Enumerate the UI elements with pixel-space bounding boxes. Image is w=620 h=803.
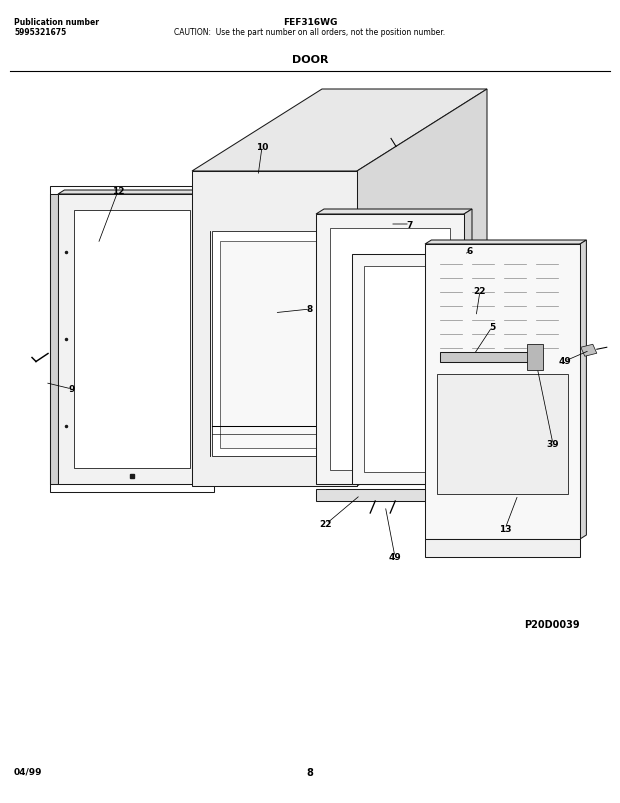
- Text: 9: 9: [69, 385, 75, 394]
- Polygon shape: [437, 374, 568, 495]
- Text: 13: 13: [498, 525, 511, 534]
- Text: 04/99: 04/99: [14, 767, 43, 776]
- Polygon shape: [192, 90, 487, 172]
- Text: 22: 22: [320, 520, 332, 529]
- Text: FEF316WG: FEF316WG: [283, 18, 337, 27]
- Text: 5995321675: 5995321675: [14, 28, 66, 37]
- Polygon shape: [364, 267, 470, 472]
- Text: Publication number: Publication number: [14, 18, 99, 27]
- Polygon shape: [220, 242, 329, 448]
- Text: 6: 6: [467, 247, 473, 256]
- Polygon shape: [58, 191, 213, 195]
- Text: CAUTION:  Use the part number on all orders, not the position number.: CAUTION: Use the part number on all orde…: [174, 28, 446, 37]
- Polygon shape: [330, 229, 450, 471]
- Polygon shape: [357, 90, 487, 487]
- Text: eReplacementParts.com: eReplacementParts.com: [242, 405, 378, 414]
- Polygon shape: [425, 241, 587, 245]
- Text: 39: 39: [547, 440, 559, 449]
- Text: 22: 22: [474, 287, 486, 296]
- Text: 49: 49: [559, 357, 572, 366]
- Polygon shape: [527, 344, 543, 370]
- Polygon shape: [192, 172, 357, 487]
- Polygon shape: [316, 210, 472, 214]
- Text: 8: 8: [307, 305, 313, 314]
- Text: 12: 12: [112, 187, 124, 196]
- Polygon shape: [425, 245, 580, 540]
- Text: 49: 49: [389, 552, 401, 562]
- Polygon shape: [58, 195, 206, 484]
- Polygon shape: [425, 540, 580, 557]
- Text: 5: 5: [489, 323, 495, 332]
- Polygon shape: [50, 195, 58, 484]
- Text: 8: 8: [306, 767, 314, 777]
- Polygon shape: [316, 214, 464, 484]
- Polygon shape: [316, 489, 464, 501]
- Polygon shape: [581, 344, 597, 357]
- Polygon shape: [352, 255, 482, 484]
- Polygon shape: [464, 210, 472, 484]
- Polygon shape: [440, 353, 535, 362]
- Polygon shape: [74, 210, 190, 468]
- Polygon shape: [212, 232, 337, 456]
- Text: P20D0039: P20D0039: [525, 619, 580, 630]
- Polygon shape: [580, 241, 587, 540]
- Text: DOOR: DOOR: [292, 55, 328, 65]
- Text: 10: 10: [256, 143, 268, 153]
- Text: 7: 7: [407, 220, 413, 229]
